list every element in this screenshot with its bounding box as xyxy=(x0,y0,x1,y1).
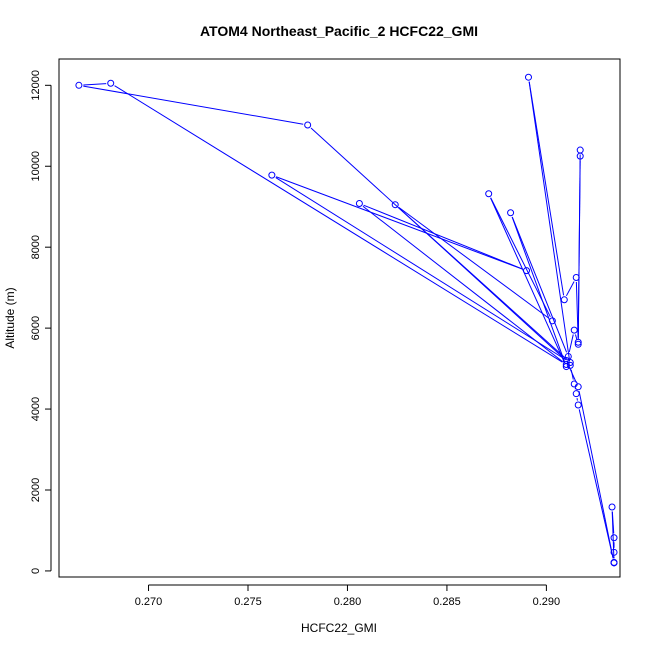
data-point xyxy=(562,356,570,364)
data-point xyxy=(304,121,312,129)
series-segment xyxy=(363,204,523,270)
data-point xyxy=(574,401,582,409)
series-segment xyxy=(83,85,304,125)
y-tick-label: 10000 xyxy=(30,151,42,182)
data-point xyxy=(523,267,530,275)
data-point xyxy=(576,152,584,160)
series-segment xyxy=(275,177,567,361)
series-segment xyxy=(528,81,565,296)
data-point xyxy=(574,383,582,391)
data-point xyxy=(75,81,83,89)
data-point xyxy=(560,296,568,304)
data-point xyxy=(610,548,618,556)
series-segment xyxy=(362,205,564,363)
data-point xyxy=(548,317,556,325)
series-segment xyxy=(574,334,578,341)
series-segment xyxy=(114,85,563,363)
data-point xyxy=(268,171,276,179)
plot-frame xyxy=(58,58,621,578)
chart-title: ATOM4 Northeast_Pacific_2 HCFC22_GMI xyxy=(200,23,478,39)
y-tick-label: 4000 xyxy=(30,397,42,421)
data-point xyxy=(610,559,618,567)
series-segment xyxy=(578,391,614,559)
data-point xyxy=(576,146,584,154)
series-segment xyxy=(565,281,575,297)
data-point xyxy=(566,361,574,369)
data-point xyxy=(507,209,515,217)
y-tick-label: 0 xyxy=(30,568,42,574)
y-axis: 0 2000 4000 6000 8000 10000 12000 xyxy=(30,70,52,574)
series-segment xyxy=(490,197,551,318)
x-axis: 0.270 0.275 0.280 0.285 0.290 xyxy=(135,584,561,608)
data-point xyxy=(574,340,582,348)
series-segment xyxy=(83,83,107,86)
data-point xyxy=(566,359,574,367)
y-tick-label: 6000 xyxy=(30,316,42,340)
y-tick-label: 12000 xyxy=(30,70,42,101)
series-segment xyxy=(398,206,550,319)
series-segment xyxy=(577,160,581,340)
data-point xyxy=(610,534,618,542)
series-segment xyxy=(575,282,579,338)
data-point xyxy=(485,190,493,198)
series-segment xyxy=(490,197,565,363)
x-tick-label: 0.275 xyxy=(234,596,262,608)
data-point xyxy=(574,338,582,346)
data-point xyxy=(570,326,578,334)
y-tick-label: 8000 xyxy=(30,235,42,259)
data-point xyxy=(391,201,399,209)
data-point xyxy=(107,79,115,87)
series-line xyxy=(83,81,615,559)
series-segment xyxy=(511,216,566,363)
series-segment xyxy=(578,409,614,559)
x-axis-label: HCFC22_GMI xyxy=(301,621,377,635)
data-point xyxy=(564,352,572,360)
series-segment xyxy=(310,127,564,358)
series-segment xyxy=(568,334,574,353)
data-point xyxy=(562,361,570,369)
series-segment xyxy=(275,176,523,270)
data-point xyxy=(608,503,616,511)
x-tick-label: 0.270 xyxy=(135,596,163,608)
data-point xyxy=(524,73,532,81)
x-tick-label: 0.285 xyxy=(433,596,461,608)
x-tick-label: 0.280 xyxy=(334,596,362,608)
y-tick-label: 2000 xyxy=(30,478,42,502)
series-segment xyxy=(528,81,571,361)
x-tick-label: 0.290 xyxy=(533,596,561,608)
data-point xyxy=(572,390,580,398)
series-segment xyxy=(511,216,568,353)
data-point xyxy=(572,274,580,282)
data-point xyxy=(355,199,363,207)
series-points xyxy=(75,73,618,567)
y-axis-label: Altitude (m) xyxy=(3,287,17,348)
